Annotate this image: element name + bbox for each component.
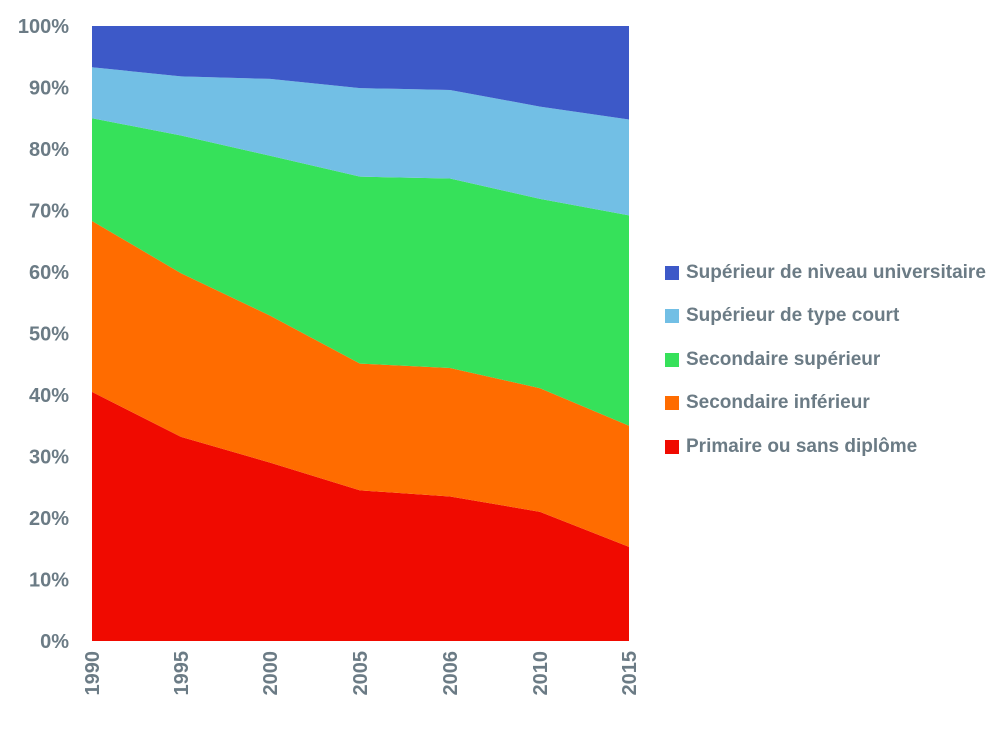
y-tick-label: 60% — [29, 262, 69, 284]
y-tick-label: 0% — [40, 631, 69, 653]
legend-item-type-court: Supérieur de type court — [665, 302, 986, 331]
y-tick-label: 50% — [29, 324, 69, 346]
x-tick-label: 2015 — [619, 651, 641, 696]
legend-label: Supérieur de niveau universitaire — [686, 261, 986, 283]
y-tick-label: 100% — [18, 16, 69, 38]
legend-item-secondaire-superieur: Secondaire supérieur — [665, 345, 986, 374]
legend-swatch — [665, 352, 679, 367]
area-series-2 — [92, 118, 629, 426]
x-tick-label: 2006 — [440, 651, 462, 696]
x-axis-ticks: 1990 1995 2000 2005 2006 2010 2015 — [82, 651, 641, 696]
y-tick-label: 80% — [29, 139, 69, 161]
legend-swatch — [665, 309, 679, 323]
x-tick-label: 2010 — [530, 651, 552, 696]
y-tick-label: 30% — [29, 447, 69, 469]
y-axis-ticks: 0% 10% 20% 30% 40% 50% 60% 70% 80% 90% 100% — [18, 16, 69, 653]
x-tick-label: 2005 — [350, 651, 372, 696]
legend-item-primaire: Primaire ou sans diplôme — [665, 432, 986, 461]
legend-label: Supérieur de type court — [686, 305, 900, 326]
area-series-1 — [92, 220, 629, 547]
y-tick-label: 90% — [29, 78, 69, 100]
x-tick-label: 1990 — [82, 651, 104, 696]
y-tick-label: 40% — [29, 385, 69, 407]
legend-label: Secondaire inférieur — [686, 392, 870, 413]
area-series-4 — [92, 26, 629, 120]
area-layers — [92, 26, 629, 641]
legend-label: Primaire ou sans diplôme — [686, 435, 918, 457]
x-tick-label: 2000 — [260, 651, 282, 696]
y-tick-label: 20% — [29, 508, 69, 530]
area-series-0 — [92, 391, 629, 641]
y-tick-label: 10% — [29, 570, 69, 592]
legend-swatch — [665, 396, 679, 410]
y-tick-label: 70% — [29, 201, 69, 223]
area-series-3 — [92, 67, 629, 216]
x-tick-label: 1995 — [171, 651, 193, 696]
legend-item-secondaire-inferieur: Secondaire inférieur — [665, 389, 986, 418]
legend-swatch — [665, 265, 679, 280]
legend: Supérieur de niveau universitaire Supéri… — [665, 258, 986, 476]
legend-swatch — [665, 439, 679, 454]
legend-label: Secondaire supérieur — [686, 348, 881, 370]
legend-item-universitaire: Supérieur de niveau universitaire — [665, 258, 986, 287]
